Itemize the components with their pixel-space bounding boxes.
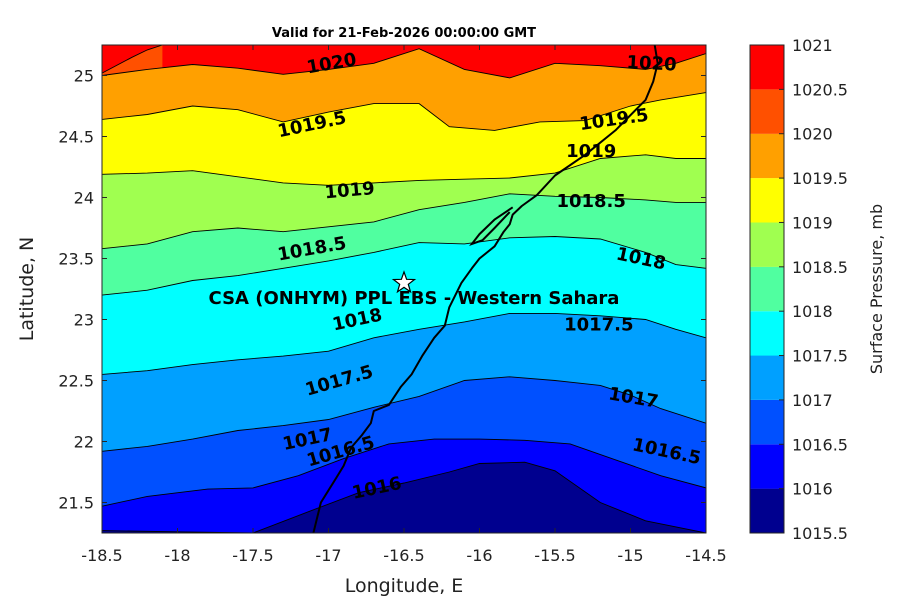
colorbar-segment-1016 — [750, 444, 784, 489]
colorbar-segment-1018 — [750, 266, 784, 312]
contour-line-1017.5 — [102, 312, 706, 375]
colorbar-tick-label: 1017.5 — [792, 347, 848, 366]
contour-line-1020 — [102, 48, 706, 79]
y-tick-label: 22 — [74, 433, 94, 452]
contour-line-1019 — [102, 154, 706, 186]
x-tick-label: -16.5 — [383, 546, 424, 565]
colorbar-tick-label: 1020 — [792, 125, 833, 144]
contour-line-1016.5 — [102, 438, 706, 507]
colorbar-frame — [749, 44, 785, 534]
x-tick-label: -16 — [466, 546, 492, 565]
colorbar-tick-label: 1019.5 — [792, 169, 848, 188]
colorbar-segment-1018.5 — [750, 222, 784, 267]
x-tick-label: -14.5 — [685, 546, 726, 565]
y-axis-label: Latitude, N — [16, 237, 38, 342]
colorbar-segment-1016.5 — [750, 399, 784, 445]
x-tick-label: -17.5 — [232, 546, 273, 565]
x-axis-ticks: -18.5 -18 -17.5 -17 -16.5 -16 -15.5 -15 -14.5 — [81, 45, 727, 565]
colorbar-tick-label: 1016.5 — [792, 435, 848, 454]
x-tick-label: -18.5 — [81, 546, 122, 565]
site-star-marker — [391, 270, 417, 294]
contour-line-1018 — [102, 236, 706, 296]
chart-title: Valid for 21-Feb-2026 00:00:00 GMT — [272, 26, 536, 41]
colorbar-segment-1017 — [750, 355, 784, 400]
colorbar-segment-1020 — [750, 89, 784, 134]
x-axis-label: Longitude, E — [345, 575, 464, 597]
contour-label-1018.5: 1018.5 — [556, 191, 625, 212]
colorbar: 1015.5 1016 1016.5 1017 1017.5 1018 1018.5 1019… — [749, 36, 848, 543]
colorbar-label: Surface Pressure, mb — [867, 204, 886, 374]
colorbar-tick-label: 1016 — [792, 480, 833, 499]
colorbar-segment-1019.5 — [750, 133, 784, 179]
y-tick-label: 21.5 — [58, 494, 94, 513]
x-tick-label: -18 — [164, 546, 190, 565]
colorbar-tick-label: 1021 — [792, 36, 833, 55]
contour-label-1019: 1019 — [566, 141, 616, 162]
x-tick-label: -17 — [315, 546, 341, 565]
y-tick-label: 24 — [74, 189, 94, 208]
contour-line-1019.5 — [102, 92, 706, 131]
filled-contour-bands — [102, 45, 706, 533]
colorbar-tick-label: 1020.5 — [792, 80, 848, 99]
colorbar-tick-label: 1017 — [792, 391, 833, 410]
contour-line-1016 — [102, 461, 706, 533]
y-tick-label: 23 — [74, 311, 94, 330]
colorbar-tick-label: 1015.5 — [792, 524, 848, 543]
colorbar-tick-label: 1018.5 — [792, 258, 848, 277]
contour-line-1020.5 — [102, 45, 163, 74]
contour-label-1017.5: 1017.5 — [564, 314, 633, 335]
colorbar-segment-1019 — [750, 178, 784, 223]
contour-lines — [102, 45, 706, 533]
y-tick-label: 22.5 — [58, 372, 94, 391]
y-axis-ticks: 21.5 22 22.5 23 23.5 24 24.5 25 — [58, 67, 706, 513]
colorbar-segment-1017.5 — [750, 311, 784, 356]
y-tick-label: 25 — [74, 67, 94, 86]
colorbar-tick-label: 1018 — [792, 302, 833, 321]
contour-line-1017 — [102, 376, 706, 452]
y-tick-label: 24.5 — [58, 128, 94, 147]
colorbar-segment-1015.5 — [750, 488, 784, 533]
x-tick-label: -15.5 — [534, 546, 575, 565]
site-label: CSA (ONHYM) PPL EBS - Western Sahara — [209, 288, 620, 309]
contour-label-1020: 1020 — [626, 52, 677, 76]
contour-label-1019: 1019 — [324, 178, 376, 203]
colorbar-segment-1020.5 — [750, 45, 784, 90]
site-marker-group: CSA (ONHYM) PPL EBS - Western Sahara — [209, 270, 620, 309]
y-tick-label: 23.5 — [58, 250, 94, 269]
coastline — [312, 45, 659, 533]
x-tick-label: -15 — [617, 546, 643, 565]
coastline-path — [312, 45, 659, 533]
band-below-1016 — [102, 462, 706, 533]
peninsula-path — [469, 206, 514, 246]
colorbar-tick-label: 1019 — [792, 213, 833, 232]
contour-line-1018.5 — [102, 193, 706, 250]
